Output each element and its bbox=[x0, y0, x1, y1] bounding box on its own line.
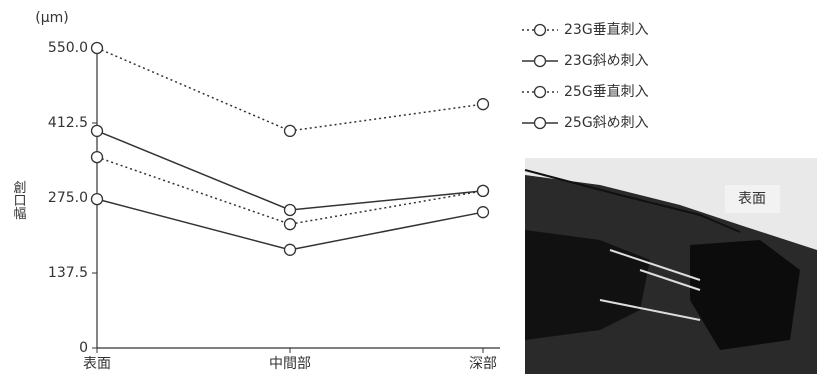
y-tick-label: 137.5 bbox=[48, 265, 88, 281]
legend-label: 23G斜め刺入 bbox=[564, 53, 649, 69]
series-line bbox=[97, 48, 483, 131]
legend-marker bbox=[535, 25, 546, 36]
x-tick-label: 深部 bbox=[469, 356, 497, 372]
legend-marker bbox=[535, 56, 546, 67]
y-tick-label: 412.5 bbox=[48, 115, 88, 131]
y-axis-label: 創口幅 bbox=[11, 181, 27, 221]
legend-label: 25G垂直刺入 bbox=[564, 83, 649, 100]
y-tick-label: 0 bbox=[79, 340, 88, 356]
marker bbox=[92, 125, 103, 136]
unit-label: (μm) bbox=[35, 10, 68, 26]
marker bbox=[92, 194, 103, 205]
marker bbox=[285, 125, 296, 136]
marker bbox=[478, 99, 489, 110]
legend-label: 23G垂直刺入 bbox=[564, 21, 649, 38]
series-line bbox=[97, 131, 483, 210]
x-tick-label: 表面 bbox=[83, 356, 111, 372]
photo bbox=[525, 158, 817, 374]
photo-label: 表面 bbox=[738, 191, 766, 207]
y-tick-label: 550.0 bbox=[48, 40, 88, 56]
chart: (μm) 創口幅 表面 0137.5275.0412.5550.0表面中間部深部… bbox=[0, 0, 817, 374]
x-tick-label: 中間部 bbox=[269, 356, 311, 372]
marker bbox=[92, 43, 103, 54]
marker bbox=[285, 244, 296, 255]
marker bbox=[92, 152, 103, 163]
marker bbox=[285, 205, 296, 216]
y-tick-label: 275.0 bbox=[48, 190, 88, 206]
marker bbox=[285, 219, 296, 230]
legend-marker bbox=[535, 118, 546, 129]
marker bbox=[478, 207, 489, 218]
legend-marker bbox=[535, 87, 546, 98]
legend-label: 25G斜め刺入 bbox=[564, 115, 649, 131]
marker bbox=[478, 185, 489, 196]
